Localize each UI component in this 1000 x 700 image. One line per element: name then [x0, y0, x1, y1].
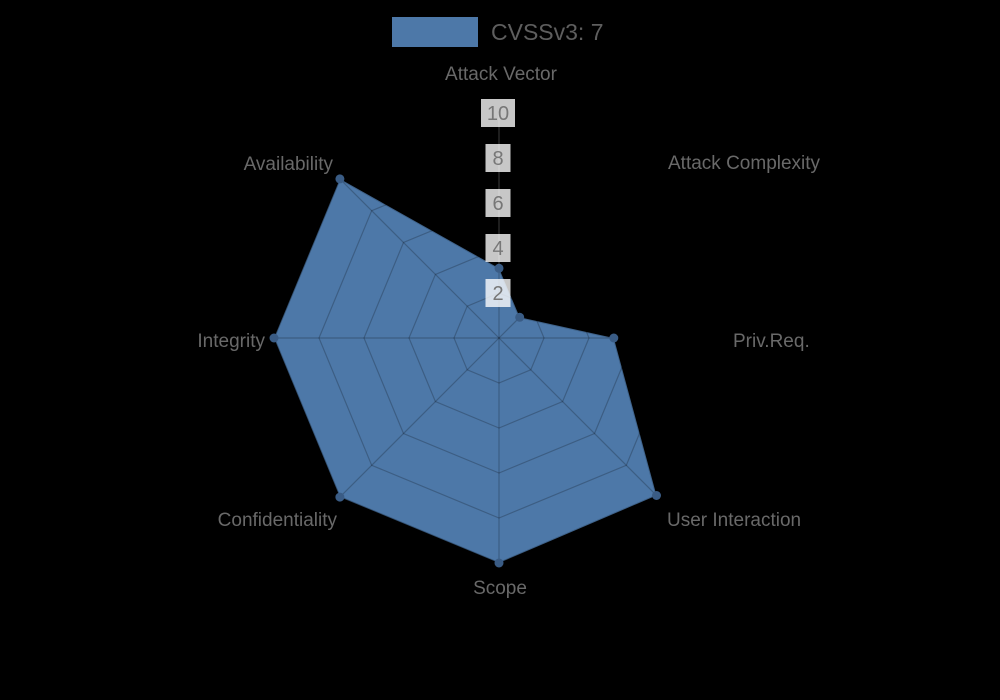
tick-backdrop-10 — [481, 99, 515, 127]
grid-ring-8 — [318, 157, 680, 519]
tick-label-10: 10 — [487, 103, 509, 125]
tick-backdrop-8 — [485, 144, 511, 172]
legend: CVSSv3: 7 — [392, 17, 604, 47]
axis-label-scope: Scope — [473, 578, 527, 599]
grid-ring-6 — [363, 202, 635, 474]
tick-label-4: 4 — [492, 238, 503, 260]
data-point-3 — [652, 491, 661, 500]
data-point-5 — [335, 492, 345, 502]
axis-label-attack-complexity: Attack Complexity — [668, 153, 821, 174]
data-point-4 — [494, 558, 504, 568]
data-point-6 — [269, 333, 279, 343]
data-point-7 — [335, 174, 345, 184]
axis-spoke-5 — [339, 337, 500, 498]
grid-ring-2 — [453, 292, 545, 384]
tick-label-2: 2 — [492, 283, 503, 305]
tick-label-8: 8 — [492, 148, 503, 170]
axis-spoke-3 — [498, 337, 659, 498]
axis-spoke-7 — [339, 178, 500, 339]
legend-label: CVSSv3: 7 — [491, 19, 604, 45]
axis-label-availability: Availability — [244, 154, 334, 175]
axis-label-integrity: Integrity — [197, 331, 265, 352]
data-point-2 — [609, 333, 619, 343]
data-point-1 — [515, 312, 525, 322]
tick-backdrop-4 — [485, 234, 511, 262]
tick-label-6: 6 — [492, 193, 503, 215]
legend-item-cvssv3[interactable]: CVSSv3: 7 — [392, 17, 604, 47]
tick-backdrop-2 — [485, 279, 511, 307]
axis-spoke-1 — [498, 178, 659, 339]
tick-backdrop-6 — [485, 189, 511, 217]
axis-label-user-interaction: User Interaction — [667, 510, 801, 531]
legend-swatch — [392, 17, 478, 47]
axis-label-priv-req: Priv.Req. — [733, 331, 810, 352]
grid-ring-4 — [408, 247, 590, 429]
axis-label-attack-vector: Attack Vector — [445, 64, 558, 85]
data-point-0 — [494, 263, 504, 273]
axis-label-confidentiality: Confidentiality — [218, 510, 338, 531]
